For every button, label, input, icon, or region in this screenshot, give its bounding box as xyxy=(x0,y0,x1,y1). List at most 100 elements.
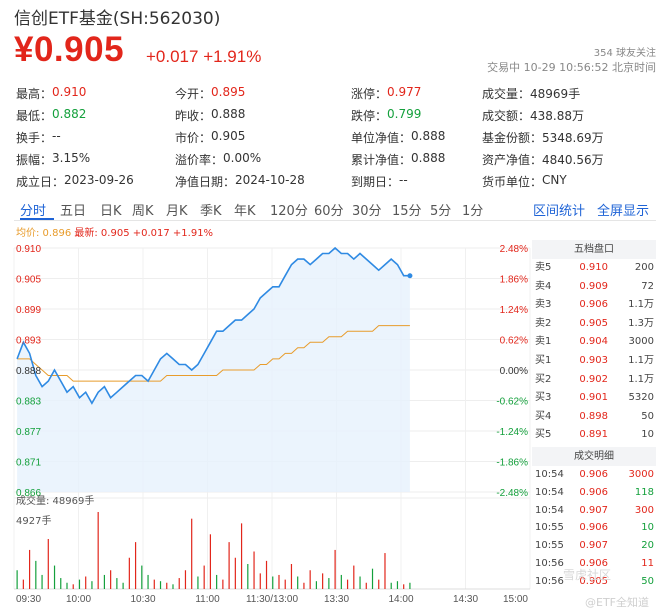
chart-legend: 均价: 0.896 最新: 0.905 +0.017 +1.91% xyxy=(16,224,213,239)
price-tick-label: 0.910 xyxy=(16,244,41,255)
time-axis-label: 14:30 xyxy=(453,594,478,605)
order-price: 0.909 xyxy=(579,280,608,292)
deal-price: 0.905 xyxy=(579,575,608,587)
order-volume: 3000 xyxy=(628,336,654,348)
stat-item: 跌停： 0.799 xyxy=(351,107,482,124)
order-level-label: 卖1 xyxy=(535,336,552,348)
pct-tick-label: 1.24% xyxy=(500,305,528,316)
stat-label: 基金份额： xyxy=(482,130,543,145)
price-tick-label: 0.883 xyxy=(16,397,41,408)
pct-tick-label: 1.86% xyxy=(500,275,528,286)
order-level-label: 买2 xyxy=(535,373,552,385)
order-level-label: 卖3 xyxy=(535,299,552,311)
tab-8[interactable]: 60分 xyxy=(314,204,344,219)
stat-label: 到期日： xyxy=(351,174,400,189)
order-book-row: 卖5 0.910 200 xyxy=(532,259,656,278)
stat-value: -- xyxy=(399,172,408,187)
order-level-label: 卖4 xyxy=(535,280,552,292)
tab-5[interactable]: 季K xyxy=(200,204,222,219)
stat-value: CNY xyxy=(542,172,567,187)
order-book-row: 卖4 0.909 72 xyxy=(532,278,656,297)
tab-6[interactable]: 年K xyxy=(234,204,256,219)
time-axis-label: 13:30 xyxy=(324,594,349,605)
stat-item: 振幅： 3.15% xyxy=(16,151,175,168)
stat-item: 最低： 0.882 xyxy=(16,107,175,124)
price-tick-label: 0.888 xyxy=(16,366,41,377)
stat-label: 成立日： xyxy=(16,174,65,189)
tab-12[interactable]: 1分 xyxy=(462,204,484,219)
tab-11[interactable]: 5分 xyxy=(430,204,452,219)
stat-label: 资产净值： xyxy=(482,152,543,167)
stat-item: 货币单位： CNY xyxy=(482,173,656,190)
active-tab-indicator xyxy=(20,218,54,220)
order-level-label: 买1 xyxy=(535,354,552,366)
stats-row: 最高： 0.910 今开： 0.895 涨停： 0.977 成交量： 48969手 xyxy=(16,82,656,104)
stat-label: 换手： xyxy=(16,130,53,145)
tab-3[interactable]: 周K xyxy=(132,204,154,219)
stat-item: 最高： 0.910 xyxy=(16,85,175,102)
deal-time: 10:55 xyxy=(535,540,564,552)
order-volume: 1.3万 xyxy=(628,317,654,329)
stats-row: 最低： 0.882 昨收： 0.888 跌停： 0.799 成交额： 438.88万 xyxy=(16,104,656,126)
deal-price: 0.906 xyxy=(579,557,608,569)
stat-value: 0.888 xyxy=(411,150,446,165)
tab-2[interactable]: 日K xyxy=(100,204,122,219)
price-area-fill xyxy=(17,248,410,492)
deal-price: 0.906 xyxy=(579,522,608,534)
fullscreen-button[interactable]: 全屏显示 xyxy=(597,204,650,219)
watermark-handle: @ETF全知道 xyxy=(585,596,649,609)
pct-tick-label: 2.48% xyxy=(500,244,528,255)
order-book-row: 买5 0.891 10 xyxy=(532,426,656,445)
order-price: 0.891 xyxy=(579,429,608,441)
order-price: 0.905 xyxy=(579,317,608,329)
order-level-label: 卖5 xyxy=(535,262,552,273)
order-level-label: 买5 xyxy=(535,429,552,441)
stat-item: 累计净值： 0.888 xyxy=(351,151,482,168)
order-price: 0.910 xyxy=(579,262,608,273)
intraday-chart[interactable]: 0.910 0.905 0.899 0.893 0.888 0.883 0.877 0.871… xyxy=(0,236,532,606)
range-stats-button[interactable]: 区间统计 xyxy=(533,204,586,219)
order-book-row: 卖2 0.905 1.3万 xyxy=(532,315,656,334)
order-book-row: 卖3 0.906 1.1万 xyxy=(532,296,656,315)
tab-7[interactable]: 120分 xyxy=(270,204,308,219)
stat-item: 单位净值： 0.888 xyxy=(351,129,482,146)
tab-0[interactable]: 分时 xyxy=(20,204,47,219)
stat-label: 今开： xyxy=(175,86,212,101)
time-axis-label: 15:00 xyxy=(503,594,528,605)
deal-row: 10:55 0.906 10 xyxy=(532,519,656,537)
tab-9[interactable]: 30分 xyxy=(352,204,382,219)
price-tick-label: 0.866 xyxy=(16,488,41,499)
deal-volume: 3000 xyxy=(628,468,654,480)
stat-value: 0.977 xyxy=(387,84,422,99)
order-price: 0.901 xyxy=(579,392,608,404)
stat-item: 净值日期： 2024-10-28 xyxy=(175,173,351,190)
stats-row: 换手： -- 市价： 0.905 单位净值： 0.888 基金份额： 5348.69万 xyxy=(16,126,656,148)
stat-value: 0.00% xyxy=(223,150,262,165)
order-price: 0.898 xyxy=(579,410,608,422)
stat-value: 0.905 xyxy=(211,128,246,143)
followers-count[interactable]: 354 球友关注 xyxy=(593,48,656,59)
price-tick-label: 0.905 xyxy=(16,275,41,286)
stat-value: 4840.56万 xyxy=(542,152,604,167)
deal-row: 10:56 0.906 11 xyxy=(532,555,656,573)
pct-tick-label: -2.48% xyxy=(496,488,528,499)
tab-4[interactable]: 月K xyxy=(166,204,188,219)
tab-1[interactable]: 五日 xyxy=(60,204,87,219)
stat-value: 438.88万 xyxy=(530,108,585,123)
deal-volume: 50 xyxy=(641,575,654,587)
pct-tick-label: 0.00% xyxy=(500,366,528,377)
pct-tick-label: -1.86% xyxy=(496,458,528,469)
deal-row: 10:55 0.907 20 xyxy=(532,537,656,555)
deal-volume: 11 xyxy=(641,557,654,569)
stat-item: 资产净值： 4840.56万 xyxy=(482,151,656,168)
pct-tick-label: 0.62% xyxy=(500,336,528,347)
deal-row: 10:54 0.906 118 xyxy=(532,484,656,502)
time-axis-label: 10:30 xyxy=(130,594,155,605)
order-volume: 1.1万 xyxy=(628,299,654,311)
order-volume: 72 xyxy=(641,280,654,292)
tab-10[interactable]: 15分 xyxy=(392,204,422,219)
legend-last-price: 最新: 0.905 +0.017 +1.91% xyxy=(74,228,214,239)
watermark-logo: 雪虎社区 xyxy=(563,568,612,582)
stat-value: 0.910 xyxy=(52,84,87,99)
stat-item: 成交额： 438.88万 xyxy=(482,107,656,124)
